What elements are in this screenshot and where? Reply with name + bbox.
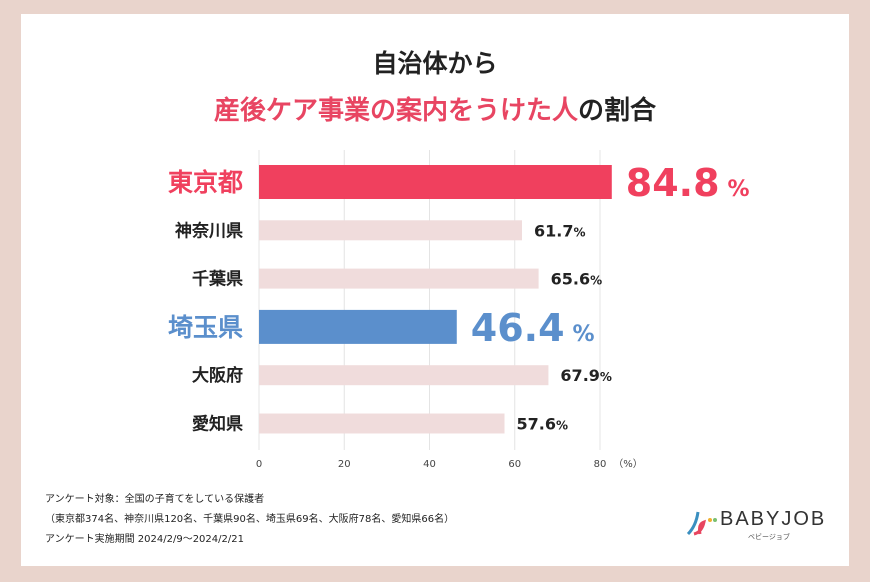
category-label: 千葉県 (192, 269, 243, 290)
bar (259, 413, 505, 434)
value-label: 57.6% (517, 415, 569, 434)
value-label: 46.4% (471, 306, 595, 350)
bar (259, 220, 522, 241)
category-label: 大阪府 (192, 365, 243, 386)
bar (259, 165, 612, 199)
category-label: 愛知県 (192, 414, 243, 435)
bar (259, 365, 549, 386)
bar (259, 268, 539, 289)
footer-line3: アンケート実施期間 2024/2/9〜2024/2/21 (45, 534, 244, 545)
category-label: 神奈川県 (175, 220, 243, 241)
footer-line1: アンケート対象：全国の子育てをしている保護者 (45, 494, 265, 505)
x-tick-label: 40 (423, 459, 436, 470)
babyjob-logo: BABYJOB ベビージョブ (684, 506, 824, 546)
title-line2: 産後ケア事業の案内をうけた人の割合 (0, 90, 870, 127)
logo-sub: ベビージョブ (748, 533, 790, 541)
x-axis-unit: （%） (613, 458, 643, 470)
x-tick-label: 0 (256, 459, 262, 470)
card (21, 14, 849, 566)
category-label: 埼玉県 (168, 313, 243, 342)
logo-text: BABYJOB (720, 508, 827, 530)
value-label: 84.8% (626, 161, 750, 205)
x-tick-label: 80 (594, 459, 607, 470)
value-label: 67.9% (560, 366, 612, 385)
title-line1: 自治体から (372, 49, 498, 78)
category-label: 東京都 (168, 168, 243, 197)
footer-line2: （東京都374名、神奈川県120名、千葉県90名、埼玉県69名、大阪府78名、愛… (45, 514, 455, 525)
bar (259, 309, 457, 344)
title-highlight: 産後ケア事業の案内をうけた人 (213, 96, 578, 126)
logo-mark-icon (686, 511, 717, 536)
x-tick-label: 20 (338, 459, 351, 470)
value-label: 61.7% (534, 221, 586, 240)
title-rest: の割合 (578, 96, 657, 126)
x-tick-label: 60 (508, 459, 521, 470)
value-label: 65.6% (551, 270, 603, 289)
